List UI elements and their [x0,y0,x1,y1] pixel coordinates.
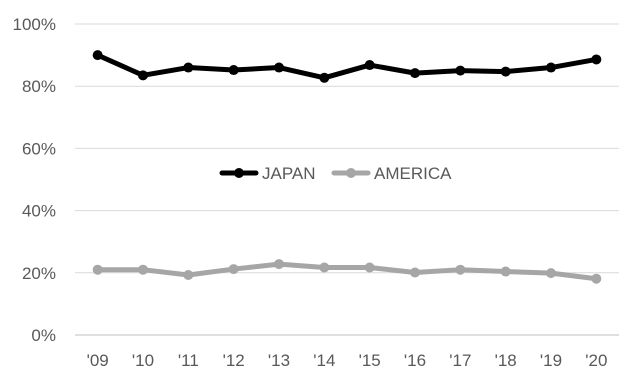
x-tick-label: '10 [132,351,154,369]
data-point-japan [319,72,330,83]
series-lines [92,50,602,284]
data-point-japan [591,54,602,65]
data-point-japan [228,65,239,76]
series-line-america [95,261,599,282]
legend-marker-japan [234,168,244,178]
x-tick-label: '19 [540,351,562,369]
data-point-america [138,264,148,275]
legend: JAPAN AMERICA [219,164,452,183]
y-tick-label: 0% [31,326,56,345]
data-point-japan [455,65,466,76]
data-point-japan [364,60,375,71]
data-point-america [546,268,556,279]
data-point-america [410,267,420,278]
data-point-japan [274,62,284,73]
data-point-america [183,269,194,280]
data-point-america [92,264,103,275]
data-point-japan [546,62,556,73]
x-axis: '09 '10 '11 '12 '13 '14 '15 '16 '17 '18 '19 '20 [87,351,608,369]
y-tick-label: 80% [22,77,56,96]
x-tick-label: '20 [585,351,607,369]
data-point-america [591,273,602,284]
data-point-japan [410,68,420,79]
x-tick-label: '14 [313,351,335,369]
legend-label-america: AMERICA [374,164,452,183]
x-tick-label: '16 [404,351,426,369]
data-point-america [319,262,330,273]
y-axis: 0% 20% 40% 60% 80% 100% [13,15,56,345]
data-point-america [455,264,466,275]
data-point-japan [183,62,194,73]
data-point-america [364,262,375,273]
data-point-america [500,266,511,277]
x-tick-label: '15 [359,351,381,369]
y-tick-label: 40% [22,202,56,221]
y-tick-label: 100% [13,15,56,34]
x-tick-label: '11 [178,351,199,369]
x-tick-label: '09 [87,351,109,369]
data-point-japan [92,50,103,61]
data-point-japan [500,66,511,77]
data-point-japan [138,70,148,81]
legend-label-japan: JAPAN [262,164,316,183]
y-tick-label: 60% [22,139,56,158]
y-tick-label: 20% [22,264,56,283]
data-point-america [228,264,239,275]
legend-marker-america [346,168,356,178]
x-tick-label: '18 [495,351,517,369]
series-line-japan [95,52,599,81]
data-point-america [274,259,284,270]
x-tick-label: '13 [268,351,290,369]
x-tick-label: '17 [449,351,471,369]
x-tick-label: '12 [223,351,245,369]
